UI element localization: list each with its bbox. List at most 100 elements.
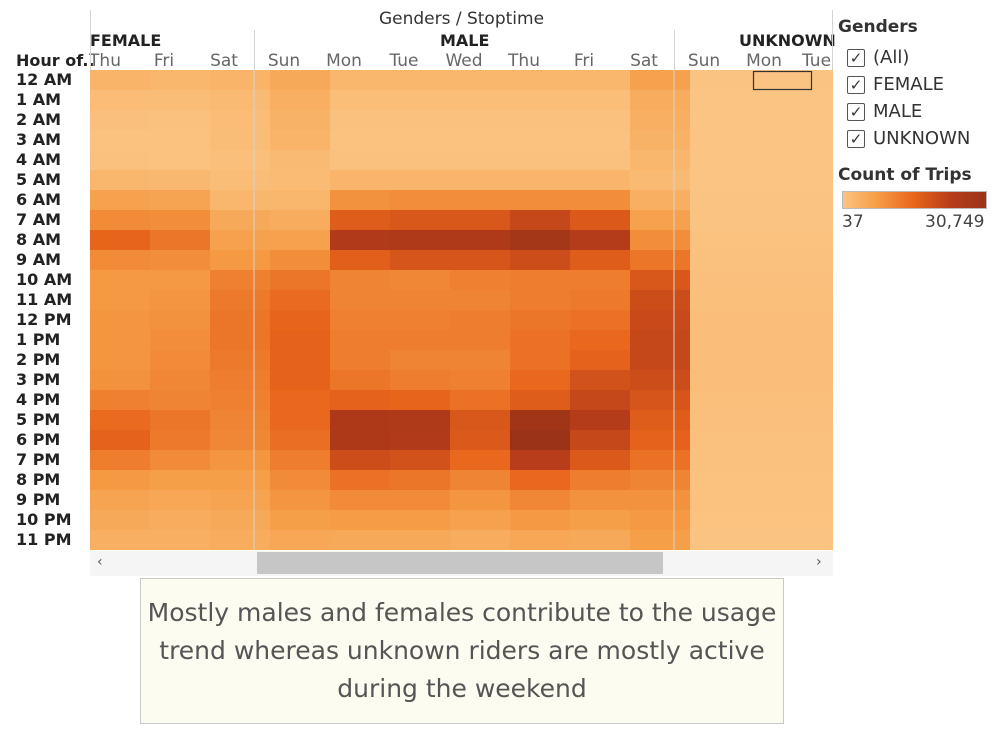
- heatmap-cell[interactable]: [570, 350, 630, 370]
- heatmap-cell[interactable]: [270, 270, 330, 290]
- scrollbar-thumb[interactable]: [257, 552, 663, 574]
- heatmap-cell[interactable]: [810, 270, 833, 290]
- heatmap-cell[interactable]: [450, 430, 510, 450]
- heatmap-cell[interactable]: [270, 510, 330, 530]
- heatmap-cell[interactable]: [330, 190, 390, 210]
- heatmap-cell[interactable]: [570, 510, 630, 530]
- heatmap-cell[interactable]: [810, 190, 833, 210]
- heatmap-cell[interactable]: [690, 470, 750, 490]
- heatmap-cell[interactable]: [450, 150, 510, 170]
- filter-item-female[interactable]: ✓ FEMALE: [847, 74, 944, 95]
- heatmap-cell[interactable]: [270, 370, 330, 390]
- heatmap-cell[interactable]: [450, 230, 510, 250]
- heatmap-cell[interactable]: [510, 270, 570, 290]
- heatmap-cell[interactable]: [90, 230, 150, 250]
- checkbox-checked-icon[interactable]: ✓: [847, 75, 865, 94]
- heatmap-cell[interactable]: [450, 330, 510, 350]
- heatmap-cell[interactable]: [450, 250, 510, 270]
- heatmap-cell[interactable]: [210, 290, 270, 310]
- heatmap-cell[interactable]: [570, 90, 630, 110]
- heatmap-cell[interactable]: [150, 510, 210, 530]
- heatmap-cell[interactable]: [390, 530, 450, 550]
- heatmap-cell[interactable]: [510, 90, 570, 110]
- heatmap-cell[interactable]: [90, 510, 150, 530]
- heatmap-cell[interactable]: [390, 290, 450, 310]
- heatmap-cell[interactable]: [630, 510, 690, 530]
- heatmap-cell[interactable]: [690, 270, 750, 290]
- heatmap-cell[interactable]: [810, 470, 833, 490]
- heatmap-cell[interactable]: [210, 150, 270, 170]
- heatmap-cell[interactable]: [570, 530, 630, 550]
- heatmap-cell[interactable]: [630, 310, 690, 330]
- heatmap-cell[interactable]: [630, 150, 690, 170]
- heatmap-cell[interactable]: [750, 370, 810, 390]
- heatmap-cell[interactable]: [630, 270, 690, 290]
- heatmap-cell[interactable]: [330, 250, 390, 270]
- heatmap-cell[interactable]: [210, 70, 270, 90]
- heatmap-cell[interactable]: [270, 230, 330, 250]
- heatmap-cell[interactable]: [750, 110, 810, 130]
- heatmap-cell[interactable]: [750, 490, 810, 510]
- heatmap-cell[interactable]: [570, 230, 630, 250]
- heatmap-cell[interactable]: [450, 510, 510, 530]
- heatmap-cell[interactable]: [390, 190, 450, 210]
- heatmap-cell[interactable]: [150, 310, 210, 330]
- heatmap-cell[interactable]: [630, 250, 690, 270]
- heatmap-cell[interactable]: [630, 70, 690, 90]
- heatmap-cell[interactable]: [90, 250, 150, 270]
- heatmap-cell[interactable]: [810, 510, 833, 530]
- heatmap-cell[interactable]: [690, 250, 750, 270]
- checkbox-checked-icon[interactable]: ✓: [847, 129, 865, 148]
- heatmap-cell[interactable]: [510, 210, 570, 230]
- heatmap-cell[interactable]: [90, 310, 150, 330]
- heatmap-cell[interactable]: [630, 470, 690, 490]
- heatmap-cell[interactable]: [510, 110, 570, 130]
- heatmap-cell[interactable]: [270, 350, 330, 370]
- heatmap-cell[interactable]: [750, 530, 810, 550]
- heatmap-cell[interactable]: [210, 530, 270, 550]
- heatmap-cell[interactable]: [330, 90, 390, 110]
- heatmap-cell[interactable]: [690, 130, 750, 150]
- heatmap-cell[interactable]: [690, 450, 750, 470]
- heatmap-cell[interactable]: [570, 470, 630, 490]
- heatmap-cell[interactable]: [150, 410, 210, 430]
- heatmap-cell[interactable]: [210, 330, 270, 350]
- heatmap-cell[interactable]: [210, 110, 270, 130]
- heatmap-cell[interactable]: [810, 410, 833, 430]
- heatmap-cell[interactable]: [90, 430, 150, 450]
- heatmap-cell[interactable]: [750, 70, 810, 90]
- heatmap-cell[interactable]: [570, 170, 630, 190]
- heatmap-cell[interactable]: [750, 190, 810, 210]
- heatmap-cell[interactable]: [450, 210, 510, 230]
- heatmap-cell[interactable]: [210, 250, 270, 270]
- heatmap-cell[interactable]: [690, 110, 750, 130]
- heatmap-cell[interactable]: [270, 450, 330, 470]
- heatmap-cell[interactable]: [690, 190, 750, 210]
- heatmap-cell[interactable]: [810, 290, 833, 310]
- heatmap-cell[interactable]: [330, 110, 390, 130]
- heatmap-cell[interactable]: [570, 190, 630, 210]
- heatmap-cell[interactable]: [810, 250, 833, 270]
- heatmap-cell[interactable]: [510, 350, 570, 370]
- heatmap-cell[interactable]: [750, 250, 810, 270]
- heatmap-cell[interactable]: [750, 150, 810, 170]
- heatmap-cell[interactable]: [390, 90, 450, 110]
- heatmap-cell[interactable]: [390, 210, 450, 230]
- heatmap-cell[interactable]: [630, 330, 690, 350]
- heatmap-cell[interactable]: [270, 210, 330, 230]
- heatmap-cell[interactable]: [90, 290, 150, 310]
- heatmap-cell[interactable]: [630, 170, 690, 190]
- heatmap-cell[interactable]: [810, 210, 833, 230]
- heatmap-cell[interactable]: [330, 270, 390, 290]
- heatmap-cell[interactable]: [810, 150, 833, 170]
- heatmap-cell[interactable]: [570, 210, 630, 230]
- heatmap-cell[interactable]: [210, 170, 270, 190]
- heatmap-cell[interactable]: [90, 70, 150, 90]
- heatmap-cell[interactable]: [270, 190, 330, 210]
- heatmap-cell[interactable]: [450, 270, 510, 290]
- heatmap-cell[interactable]: [90, 150, 150, 170]
- heatmap-cell[interactable]: [510, 70, 570, 90]
- heatmap-cell[interactable]: [390, 430, 450, 450]
- heatmap-cell[interactable]: [690, 290, 750, 310]
- heatmap-cell[interactable]: [750, 330, 810, 350]
